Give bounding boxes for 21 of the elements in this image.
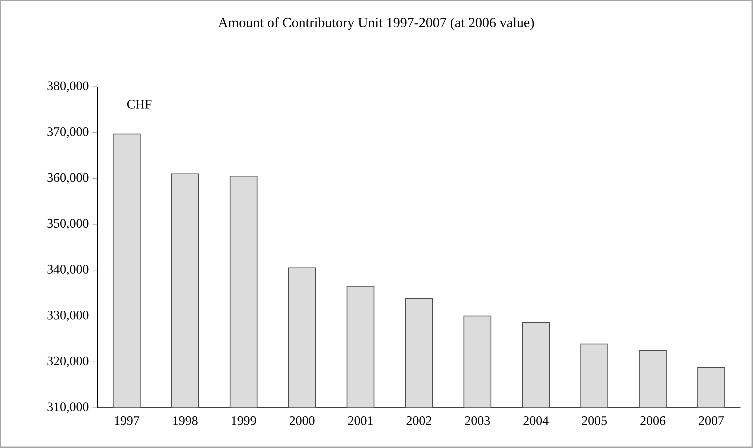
x-tick-label: 2004	[524, 416, 549, 426]
y-tick-label: 340,000	[48, 265, 89, 276]
y-tick-label: 350,000	[48, 219, 89, 230]
x-tick-label: 1998	[174, 416, 198, 426]
y-tick-label: 330,000	[48, 310, 89, 322]
x-tick-label: 1997	[115, 416, 140, 426]
x-tick-label: 2007	[699, 416, 724, 426]
x-tick-label: 2000	[290, 416, 315, 426]
x-tick-label: 2005	[582, 416, 608, 426]
x-tick-label: 2001	[348, 416, 373, 426]
y-tick-label: 360,000	[48, 173, 89, 184]
x-tick-label: 2002	[406, 416, 432, 426]
chart-title: Amount of Contributory Unit 1997-2007 (at 2006 value)	[218, 18, 534, 30]
y-tick-label: 310,000	[48, 402, 89, 414]
y-tick-label: 320,000	[48, 356, 89, 368]
y-tick-label: 380,000	[48, 82, 89, 92]
x-tick-label: 2003	[465, 416, 490, 426]
y-tick-label: 370,000	[48, 128, 89, 138]
x-tick-label: 1999	[232, 416, 256, 426]
annotation: CHF	[127, 100, 152, 109]
x-tick-label: 2006	[640, 416, 666, 426]
